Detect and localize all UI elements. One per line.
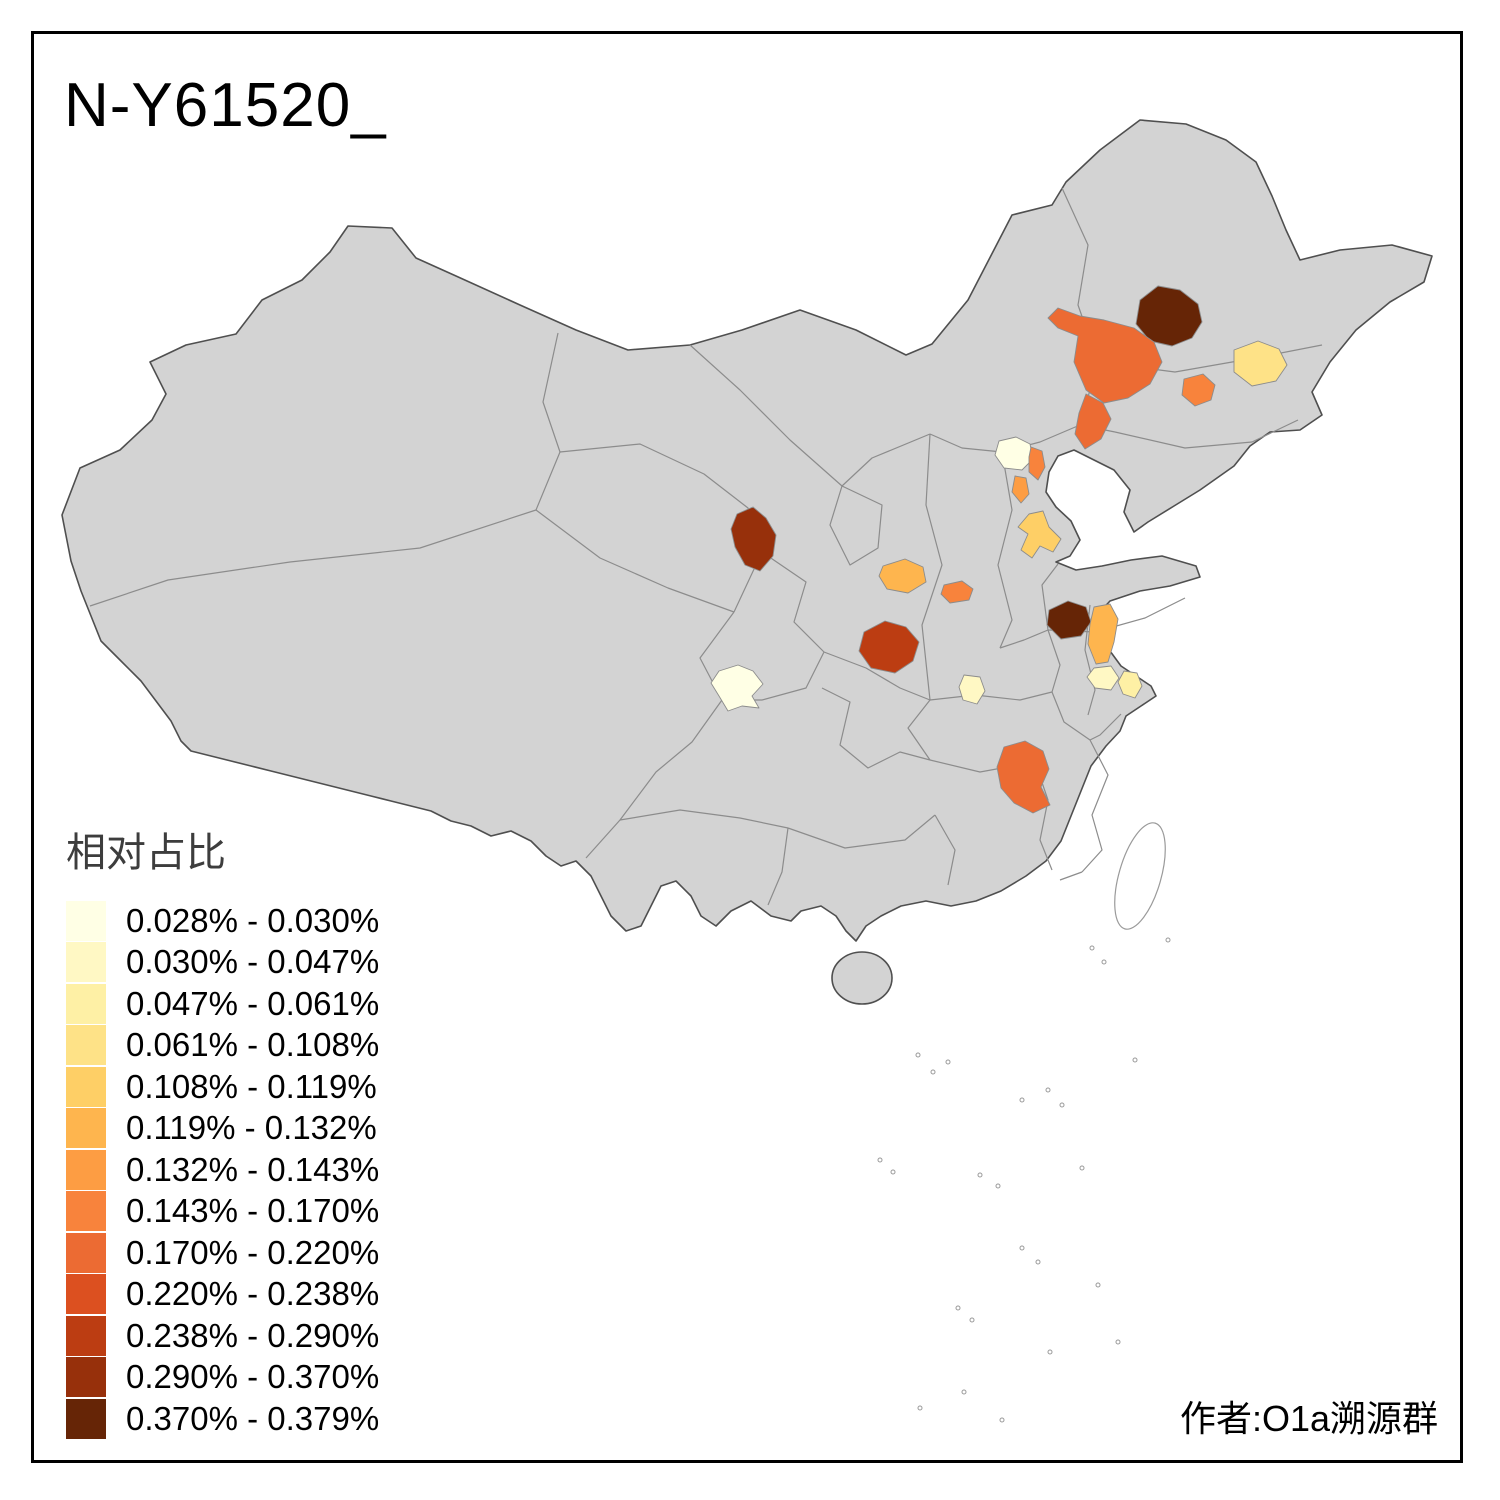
map-region xyxy=(994,436,1034,471)
legend-item: 0.061% - 0.108% xyxy=(66,1025,379,1067)
map-region xyxy=(1181,373,1216,407)
taiwan-island xyxy=(1114,822,1166,930)
map-region xyxy=(1117,670,1143,699)
legend-swatch xyxy=(66,1149,106,1190)
legend-item-label: 0.238% - 0.290% xyxy=(126,1316,380,1354)
legend-swatch xyxy=(66,900,106,941)
legend-item: 0.143% - 0.170% xyxy=(66,1191,379,1233)
legend-item: 0.119% - 0.132% xyxy=(66,1108,379,1150)
legend-item: 0.132% - 0.143% xyxy=(66,1149,379,1191)
map-region xyxy=(1011,475,1030,504)
legend-item-label: 0.028% - 0.030% xyxy=(126,901,380,939)
legend-item: 0.170% - 0.220% xyxy=(66,1232,379,1274)
legend-swatch xyxy=(66,1274,106,1315)
legend-item-label: 0.132% - 0.143% xyxy=(126,1150,380,1188)
map-region xyxy=(1074,393,1112,450)
legend-items: 0.028% - 0.030% 0.030% - 0.047% 0.047% - 0… xyxy=(66,900,379,1440)
map-region xyxy=(1028,446,1046,481)
map-region xyxy=(1086,665,1120,691)
legend-swatch xyxy=(66,1066,106,1107)
legend-swatch xyxy=(66,983,106,1024)
legend-item-label: 0.061% - 0.108% xyxy=(126,1026,380,1064)
legend-item: 0.220% - 0.238% xyxy=(66,1274,379,1316)
legend-item: 0.290% - 0.370% xyxy=(66,1357,379,1399)
map-region xyxy=(1047,307,1163,404)
map-region xyxy=(996,740,1051,814)
map-region xyxy=(1017,510,1062,559)
map-region xyxy=(1135,285,1203,347)
legend-item-label: 0.370% - 0.379% xyxy=(126,1399,380,1437)
highlighted-regions xyxy=(710,285,1288,814)
map-region xyxy=(710,664,764,712)
legend: 相对占比 0.028% - 0.030% 0.030% - 0.047% 0.047… xyxy=(66,820,379,1440)
legend-swatch xyxy=(66,942,106,983)
legend-item-label: 0.290% - 0.370% xyxy=(126,1358,380,1396)
legend-item-label: 0.170% - 0.220% xyxy=(126,1233,380,1271)
legend-item-label: 0.119% - 0.132% xyxy=(126,1109,377,1147)
legend-swatch xyxy=(66,1357,106,1398)
legend-item-label: 0.220% - 0.238% xyxy=(126,1275,380,1313)
legend-item-label: 0.143% - 0.170% xyxy=(126,1192,380,1230)
map-region xyxy=(940,580,974,604)
legend-item: 0.238% - 0.290% xyxy=(66,1315,379,1357)
province-borders xyxy=(89,187,1323,906)
legend-item: 0.030% - 0.047% xyxy=(66,942,379,984)
map-region xyxy=(1046,600,1092,640)
legend-swatch xyxy=(66,1398,106,1439)
legend-item: 0.370% - 0.379% xyxy=(66,1398,379,1440)
legend-item: 0.108% - 0.119% xyxy=(66,1066,379,1108)
south-china-sea-islands xyxy=(877,937,1171,1423)
legend-item-label: 0.047% - 0.061% xyxy=(126,984,380,1022)
legend-item-label: 0.030% - 0.047% xyxy=(126,943,380,981)
hainan-island xyxy=(831,951,893,1005)
legend-swatch xyxy=(66,1025,106,1066)
map-region xyxy=(858,620,920,674)
legend-item: 0.028% - 0.030% xyxy=(66,900,379,942)
legend-swatch xyxy=(66,1108,106,1149)
map-region xyxy=(1233,340,1288,387)
plot-frame xyxy=(31,31,1463,1463)
map-region xyxy=(958,674,986,705)
legend-swatch xyxy=(66,1315,106,1356)
author-credit: 作者:O1a溯源群 xyxy=(1179,1398,1438,1439)
plot-title: N-Y61520_ xyxy=(64,71,387,140)
map-region xyxy=(1087,603,1119,665)
map-region xyxy=(878,558,927,594)
legend-swatch xyxy=(66,1191,106,1232)
legend-item: 0.047% - 0.061% xyxy=(66,983,379,1025)
legend-title: 相对占比 xyxy=(66,831,226,875)
legend-swatch xyxy=(66,1232,106,1273)
map-region xyxy=(730,506,777,572)
legend-item-label: 0.108% - 0.119% xyxy=(126,1067,377,1105)
